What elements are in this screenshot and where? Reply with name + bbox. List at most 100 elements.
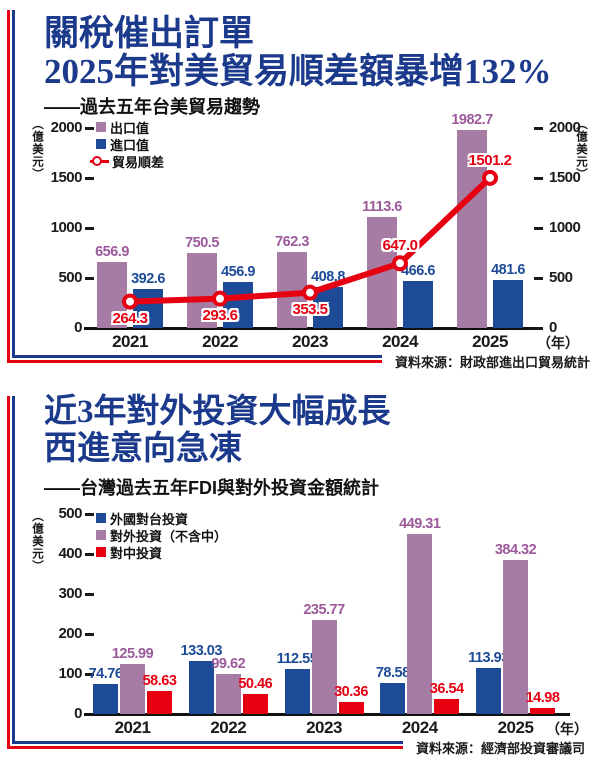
accent-rule-blue-bottom <box>12 741 403 744</box>
y-axis-unit-right: （億美元） <box>575 118 587 181</box>
bottom-source: 資料來源：經濟部投資審議司 <box>415 741 585 756</box>
bar-value-label: 449.31 <box>399 516 441 533</box>
accent-border-red-vertical-top <box>7 10 10 363</box>
x-axis-line <box>84 327 535 330</box>
outbound-swatch <box>96 530 106 540</box>
accent-rule-red-top <box>7 360 382 363</box>
top-source: 資料來源：財政部進出口貿易統計 <box>394 355 590 370</box>
bar <box>284 668 310 714</box>
bar-value-label: 125.99 <box>111 645 154 662</box>
line-value-label: 353.5 <box>292 300 328 318</box>
line-marker-icon <box>90 155 109 167</box>
bar <box>313 287 343 328</box>
bar-value-label: 384.32 <box>494 542 537 559</box>
line-point-marker <box>122 293 138 310</box>
y-tick-dash <box>85 513 94 516</box>
line-point-marker <box>302 284 318 301</box>
line-value-label: 264.3 <box>112 309 148 327</box>
line-value-label: 1501.2 <box>468 151 512 169</box>
export-swatch <box>96 122 106 132</box>
y-tick-label: 1000 <box>549 219 581 236</box>
legend-label-surplus: 貿易順差 <box>112 154 165 170</box>
fdi-swatch <box>96 513 106 523</box>
y-tick-dash <box>534 227 543 230</box>
bar-value-label: 133.03 <box>180 642 223 659</box>
bar <box>311 619 337 714</box>
y-tick-label: 400 <box>58 545 82 562</box>
bar-value-label: 58.63 <box>142 672 177 689</box>
x-axis-label: 2022 <box>210 718 247 737</box>
y-tick-label: 2000 <box>549 119 581 136</box>
top-title-line2: 2025年對美貿易順差額暴增132% <box>44 52 552 91</box>
bar-value-label: 392.6 <box>131 270 165 287</box>
x-axis-label: 2024 <box>401 718 438 737</box>
accent-rule-blue-top <box>12 355 382 358</box>
bar-value-label: 1982.7 <box>451 111 493 128</box>
bar-value-label: 30.36 <box>334 683 368 700</box>
bar <box>187 252 217 328</box>
accent-border-blue-vertical-top <box>12 10 15 358</box>
y-axis-unit-bottom-chart: （億美元） <box>31 510 43 573</box>
bar <box>407 534 433 714</box>
y-tick-dash <box>85 593 94 596</box>
legend-item-surplus: 貿易順差 <box>90 154 165 170</box>
y-tick-label: 1000 <box>50 219 83 236</box>
line-point-marker <box>212 290 228 307</box>
y-tick-dash <box>534 127 543 130</box>
y-tick-label: 0 <box>549 319 557 336</box>
bar <box>147 690 172 714</box>
bar-value-label: 113.93 <box>468 650 509 667</box>
x-axis-label: 2023 <box>292 332 328 351</box>
china-swatch <box>96 547 106 557</box>
bar <box>277 251 307 328</box>
y-tick-dash <box>85 277 94 280</box>
y-tick-label: 500 <box>58 269 82 286</box>
bottom-title-line1: 近3年對外投資大幅成長 <box>44 394 391 430</box>
y-tick-dash <box>85 633 94 636</box>
x-axis-line <box>84 713 570 716</box>
bar-value-label: 74.76 <box>88 666 123 683</box>
legend-item-export: 出口值 <box>96 120 149 136</box>
y-tick-label: 0 <box>74 319 82 336</box>
y-tick-dash <box>85 127 94 130</box>
y-tick-dash <box>85 553 94 556</box>
x-axis-unit-top: （年） <box>537 335 579 351</box>
y-tick-dash <box>534 327 543 330</box>
line-value-label: 293.6 <box>202 306 238 324</box>
bar <box>457 129 487 328</box>
bar-value-label: 481.6 <box>491 261 525 278</box>
bar <box>215 674 241 714</box>
bar <box>434 699 460 714</box>
bar <box>97 262 127 328</box>
bar <box>476 668 501 714</box>
legend-label-fdi: 外國對台投資 <box>110 511 189 527</box>
bar <box>133 288 163 328</box>
bar-value-label: 50.46 <box>238 675 273 692</box>
bar-value-label: 750.5 <box>185 234 219 251</box>
bar-value-label: 466.6 <box>401 263 435 280</box>
trend-line <box>122 169 498 310</box>
x-axis-unit-bottom: （年） <box>546 721 588 737</box>
y-tick-dash <box>85 673 94 676</box>
legend-label-import: 進口值 <box>110 137 150 153</box>
bar-value-label: 99.62 <box>211 656 246 673</box>
y-tick-dash <box>85 227 94 230</box>
import-swatch <box>96 139 106 149</box>
bar <box>338 701 364 714</box>
y-axis-unit-left: （億美元） <box>31 118 43 181</box>
bar <box>403 281 433 328</box>
bar-value-label: 762.3 <box>275 233 309 250</box>
x-axis-label: 2023 <box>306 718 342 737</box>
legend-label-china: 對中投資 <box>110 545 163 561</box>
bar <box>242 693 268 714</box>
bar-value-label: 656.9 <box>95 244 129 261</box>
bottom-subtitle: ——台灣過去五年FDI與對外投資金額統計 <box>44 478 379 498</box>
y-tick-dash <box>534 177 543 180</box>
y-tick-label: 100 <box>58 665 82 682</box>
bar <box>493 279 523 328</box>
x-axis-label: 2025 <box>497 718 534 737</box>
x-axis-label: 2024 <box>382 332 418 351</box>
line-value-label: 647.0 <box>382 237 418 255</box>
y-tick-label: 0 <box>74 705 82 722</box>
bar <box>120 663 145 714</box>
